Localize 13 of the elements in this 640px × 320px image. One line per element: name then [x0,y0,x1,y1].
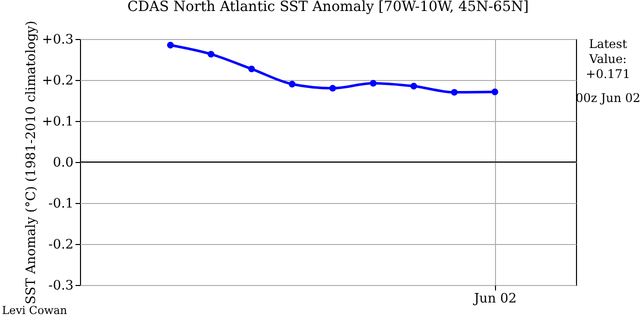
text: 00z Jun 02 [576,91,640,105]
y-tick-label: -0.1 [48,196,74,212]
y-tick-label: -0.2 [48,238,74,252]
x-tick-label: Jun 02 [472,292,517,306]
text: Latest Value: +0.171 [586,37,630,81]
text: Levi Cowan [2,304,68,317]
chart-title: CDAS North Atlantic SST Anomaly [70W-10W, 45N-65N] [127,0,529,16]
y-tick-label: 0.0 [52,156,74,170]
y-tick-label: +0.2 [42,74,74,88]
y-tick-label: +0.3 [42,32,74,48]
y-axis-title: SST Anomaly (°C) (1981-2010 climatology) [24,20,39,304]
y-tick-label: +0.1 [42,114,74,130]
y-tick-label: -0.3 [48,278,74,294]
